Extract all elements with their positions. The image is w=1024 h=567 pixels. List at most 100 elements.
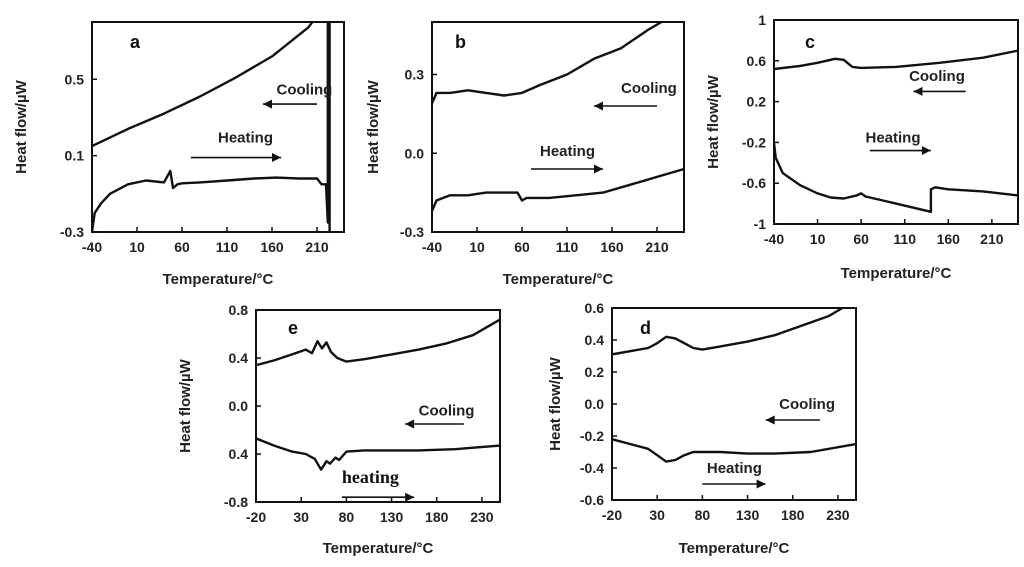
x-tick-label: 210 bbox=[980, 231, 1004, 247]
y-tick-label: -0.4 bbox=[580, 460, 604, 476]
x-tick-label: 110 bbox=[893, 231, 916, 247]
y-tick-label: -0.3 bbox=[400, 224, 424, 240]
y-axis-label: Heat flow/µW bbox=[365, 79, 382, 173]
annotation-cooling: Cooling bbox=[419, 403, 475, 420]
panel-letter: a bbox=[130, 32, 141, 52]
panel-letter: d bbox=[640, 318, 651, 338]
y-tick-label: 0.2 bbox=[747, 94, 767, 110]
x-tick-label: 10 bbox=[810, 231, 826, 247]
y-tick-label: 0.4 bbox=[229, 350, 249, 366]
chart-panel-a: -40 10 60 110 160 210 -0.3 0.1 0.5 Temperature/°C… bbox=[13, 21, 345, 288]
chart-panel-c: -40 10 60 110 160 210 -1 -0.6 -0.2 0.2 0.6 1 Tempera… bbox=[705, 12, 1019, 282]
x-axis-label: Temperature/°C bbox=[503, 271, 614, 288]
y-tick-label: -0.2 bbox=[742, 134, 766, 150]
x-tick-label: 10 bbox=[469, 239, 485, 255]
annotation-cooling: Cooling bbox=[779, 396, 835, 413]
plot-frame bbox=[91, 21, 345, 233]
annotation-heating: Heating bbox=[218, 129, 273, 146]
x-tick-label: 60 bbox=[514, 239, 530, 255]
y-axis-label: Heat flow/µW bbox=[705, 74, 722, 168]
x-axis-label: Temperature/°C bbox=[163, 271, 274, 288]
annotation-arrow-head bbox=[263, 99, 272, 109]
chart-panel-e: -20 30 80 130 180 230 -0.8 0.4 0.0 0.4 0.8 Temperat… bbox=[177, 302, 501, 557]
curve-heating bbox=[256, 437, 500, 471]
y-tick-label: -0.6 bbox=[580, 492, 604, 508]
annotation-heating: Heating bbox=[866, 129, 921, 146]
x-axis-label: Temperature/°C bbox=[679, 540, 790, 557]
annotation-cooling: Cooling bbox=[621, 80, 677, 97]
annotation-arrow-head bbox=[756, 479, 766, 489]
x-tick-label: 180 bbox=[425, 509, 449, 525]
curve-heating bbox=[612, 438, 856, 463]
annotation-arrow-head bbox=[272, 153, 281, 163]
y-tick-label: 0.5 bbox=[65, 71, 85, 87]
y-tick-label: 0.4 bbox=[229, 446, 249, 462]
y-tick-label: 0.6 bbox=[585, 300, 605, 316]
x-tick-label: -40 bbox=[82, 239, 102, 255]
y-tick-label: -0.3 bbox=[60, 224, 84, 240]
x-tick-label: -40 bbox=[764, 231, 784, 247]
panel-letter: b bbox=[455, 32, 466, 52]
y-tick-label: -1 bbox=[754, 216, 767, 232]
curve-cooling bbox=[432, 22, 663, 104]
annotation-arrow-head bbox=[594, 164, 603, 174]
annotation-heating: heating bbox=[342, 467, 399, 487]
x-tick-label: 80 bbox=[339, 509, 355, 525]
x-axis-label: Temperature/°C bbox=[841, 265, 952, 282]
chart-panel-d: -20 30 80 130 180 230 -0.6 -0.4 -0.2 0.0 0.2 0.4 0.6… bbox=[547, 300, 857, 557]
curve-cooling bbox=[774, 49, 1018, 71]
curve-cooling bbox=[92, 22, 314, 148]
x-tick-label: 130 bbox=[736, 507, 760, 523]
y-tick-label: 0.2 bbox=[585, 364, 605, 380]
y-tick-label: 0.0 bbox=[585, 396, 605, 412]
annotation-arrow-head bbox=[921, 146, 931, 156]
y-tick-label: 0.8 bbox=[229, 302, 249, 318]
y-tick-label: -0.6 bbox=[742, 175, 766, 191]
x-tick-label: 230 bbox=[826, 507, 850, 523]
x-tick-label: -20 bbox=[602, 507, 622, 523]
x-tick-label: -40 bbox=[422, 239, 442, 255]
x-tick-label: 210 bbox=[305, 239, 329, 255]
x-tick-label: 130 bbox=[380, 509, 404, 525]
x-tick-label: 180 bbox=[781, 507, 805, 523]
chart-panel-b: -40 10 60 110 160 210 -0.3 0.0 0.3 Temperature/°C… bbox=[365, 21, 685, 288]
plot-frame bbox=[431, 21, 685, 233]
y-tick-label: 0.0 bbox=[405, 145, 425, 161]
curve-heating bbox=[774, 142, 1018, 213]
y-tick-label: 1 bbox=[758, 12, 766, 28]
annotation-cooling: Cooling bbox=[909, 68, 965, 85]
x-tick-label: 80 bbox=[695, 507, 711, 523]
x-axis-label: Temperature/°C bbox=[323, 540, 434, 557]
curve-cooling bbox=[612, 308, 844, 356]
annotation-arrow-head bbox=[913, 86, 923, 96]
y-axis-label: Heat flow/µW bbox=[547, 356, 564, 450]
annotation-arrow-head bbox=[405, 419, 415, 429]
annotation-cooling: Cooling bbox=[277, 82, 333, 99]
y-tick-label: 0.4 bbox=[585, 332, 605, 348]
y-tick-label: 0.0 bbox=[229, 398, 249, 414]
x-tick-label: -20 bbox=[246, 509, 266, 525]
x-tick-label: 160 bbox=[260, 239, 284, 255]
y-axis-label: Heat flow/µW bbox=[13, 79, 30, 173]
annotation-arrow-head bbox=[765, 415, 775, 425]
y-tick-label: 0.6 bbox=[747, 53, 767, 69]
curve-heating bbox=[432, 167, 684, 212]
x-tick-label: 110 bbox=[216, 239, 239, 255]
y-tick-label: -0.8 bbox=[224, 494, 248, 510]
x-tick-label: 10 bbox=[129, 239, 145, 255]
curve-heating bbox=[92, 22, 331, 232]
annotation-heating: Heating bbox=[540, 143, 595, 160]
x-tick-label: 160 bbox=[937, 231, 961, 247]
panel-letter: e bbox=[288, 318, 298, 338]
plot-frame bbox=[773, 19, 1019, 225]
x-tick-label: 210 bbox=[645, 239, 669, 255]
x-tick-label: 30 bbox=[649, 507, 665, 523]
x-tick-label: 110 bbox=[556, 239, 579, 255]
y-tick-label: 0.3 bbox=[405, 67, 425, 83]
y-axis-label: Heat flow/µW bbox=[177, 358, 194, 452]
y-tick-label: -0.2 bbox=[580, 428, 604, 444]
panel-letter: c bbox=[805, 32, 815, 52]
x-tick-label: 30 bbox=[293, 509, 309, 525]
y-tick-label: 0.1 bbox=[65, 148, 85, 164]
